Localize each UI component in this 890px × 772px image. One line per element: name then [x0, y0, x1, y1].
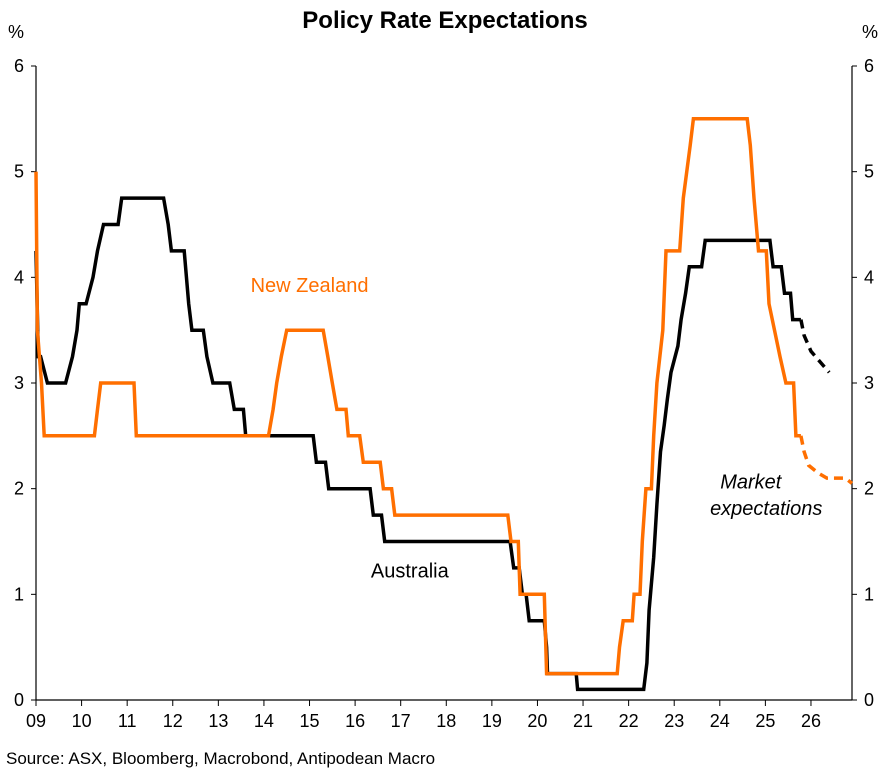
expectation-line-australia: [799, 319, 831, 374]
y-tick-label-right: 4: [864, 267, 874, 287]
x-tick-label: 25: [755, 711, 775, 731]
axes: 0 01 12 23 34 45 56 609 10 11 12 13 14 15 16 17 18 19 20 21…: [14, 56, 874, 731]
x-tick-label: 14: [254, 711, 274, 731]
x-tick-label: 26: [801, 711, 821, 731]
x-tick-label: 09: [26, 711, 46, 731]
y-tick-label-right: 6: [864, 56, 874, 76]
y-tick-label-left: 1: [14, 584, 24, 604]
series-line-australia: [34, 196, 801, 692]
y-tick-label-right: 2: [864, 479, 874, 499]
y-tick-label-right: 0: [864, 690, 874, 710]
x-tick-label: 21: [573, 711, 593, 731]
chart-title: Policy Rate Expectations: [302, 7, 587, 34]
annotation-au: Australia: [371, 560, 450, 582]
y-tick-label-right: 5: [864, 162, 874, 182]
x-tick-label: 10: [72, 711, 92, 731]
x-tick-label: 20: [527, 711, 547, 731]
y-axis-right-unit: %: [862, 22, 878, 42]
annotation-mkt1: Market: [720, 472, 783, 494]
x-tick-label: 23: [664, 711, 684, 731]
source-note: Source: ASX, Bloomberg, Macrobond, Antip…: [6, 749, 435, 768]
y-tick-label-right: 1: [864, 584, 874, 604]
x-tick-label: 19: [482, 711, 502, 731]
y-tick-label-left: 5: [14, 162, 24, 182]
x-tick-label: 17: [391, 711, 411, 731]
y-tick-label-left: 6: [14, 56, 24, 76]
x-tick-label: 18: [436, 711, 456, 731]
annotation-mkt2: expectations: [710, 498, 822, 520]
x-tick-label: 16: [345, 711, 365, 731]
expectation-line-new-zealand: [799, 435, 854, 485]
x-tick-label: 24: [710, 711, 730, 731]
y-tick-label-left: 0: [14, 690, 24, 710]
annotation-nz: New Zealand: [251, 275, 369, 297]
y-tick-label-right: 3: [864, 373, 874, 393]
series-line-new-zealand: [34, 117, 801, 676]
x-tick-label: 22: [619, 711, 639, 731]
y-tick-label-left: 4: [14, 267, 24, 287]
x-tick-label: 12: [163, 711, 183, 731]
series-lines: [34, 117, 854, 692]
annotations: New Zealand Australia Market expectations: [251, 275, 823, 582]
x-tick-label: 13: [208, 711, 228, 731]
x-tick-label: 15: [300, 711, 320, 731]
y-tick-label-left: 3: [14, 373, 24, 393]
y-axis-left-unit: %: [8, 22, 24, 42]
x-tick-label: 11: [118, 711, 137, 731]
y-tick-label-left: 2: [14, 479, 24, 499]
